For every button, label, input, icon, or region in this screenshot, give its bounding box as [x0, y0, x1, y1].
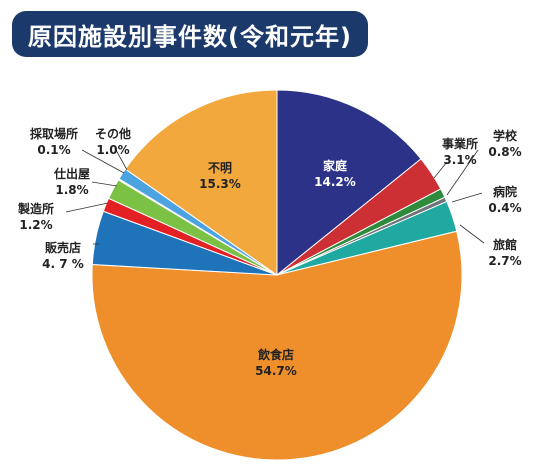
slice-value-label: 4. 7 %	[42, 257, 84, 271]
slice-name-label: 学校	[493, 128, 518, 143]
slice-name-label: 事業所	[442, 136, 478, 151]
slice-name-label: 不明	[208, 161, 232, 175]
slice-name-label: 家庭	[323, 158, 347, 173]
slice-value-label: 1.8%	[55, 183, 88, 197]
chart-title: 原因施設別事件数(令和元年)	[28, 22, 352, 51]
slice-value-label: 14.2%	[314, 175, 356, 189]
leader-line-4	[459, 224, 485, 244]
leader-line-8	[91, 181, 118, 187]
leader-lines	[65, 149, 485, 245]
chart-title-banner: 原因施設別事件数(令和元年)	[12, 11, 368, 57]
leader-line-7	[65, 202, 109, 213]
slice-value-label: 0.1%	[37, 143, 70, 157]
leader-line-10	[115, 149, 128, 171]
slice-value-label: 54.7%	[255, 364, 297, 378]
slice-value-label: 1.0%	[96, 143, 129, 157]
slice-value-label: 1.2%	[19, 218, 52, 232]
slice-name-label: 仕出屋	[53, 166, 90, 181]
slice-labels: 家庭 14.2% 事業所 3.1% 学校 0.8% 病院 0.4% 旅館 2.7% 飲食店 54.7%…	[17, 126, 522, 378]
pie-slices	[91, 89, 463, 461]
slice-name-label: 病院	[493, 184, 517, 199]
slice-name-label: 飲食店	[257, 347, 294, 362]
pie-slice-5	[91, 230, 463, 461]
slice-value-label: 2.7%	[488, 254, 521, 268]
slice-name-label: 採取場所	[30, 126, 78, 141]
pie-slice-0	[276, 89, 422, 277]
slice-value-label: 0.8%	[488, 145, 521, 159]
leader-line-2	[446, 149, 479, 196]
slice-name-label: 製造所	[17, 201, 54, 216]
slice-value-label: 0.4%	[488, 201, 521, 215]
leader-line-9	[81, 149, 125, 174]
slice-name-label: 販売店	[45, 240, 81, 255]
slice-name-label: その他	[95, 126, 131, 141]
pie-slice-11	[124, 89, 278, 276]
slice-name-label: 旅館	[493, 237, 517, 252]
slice-value-label: 15.3%	[199, 177, 241, 191]
leader-line-1	[433, 161, 448, 179]
leader-line-3	[451, 192, 483, 203]
slice-value-label: 3.1%	[443, 153, 476, 167]
